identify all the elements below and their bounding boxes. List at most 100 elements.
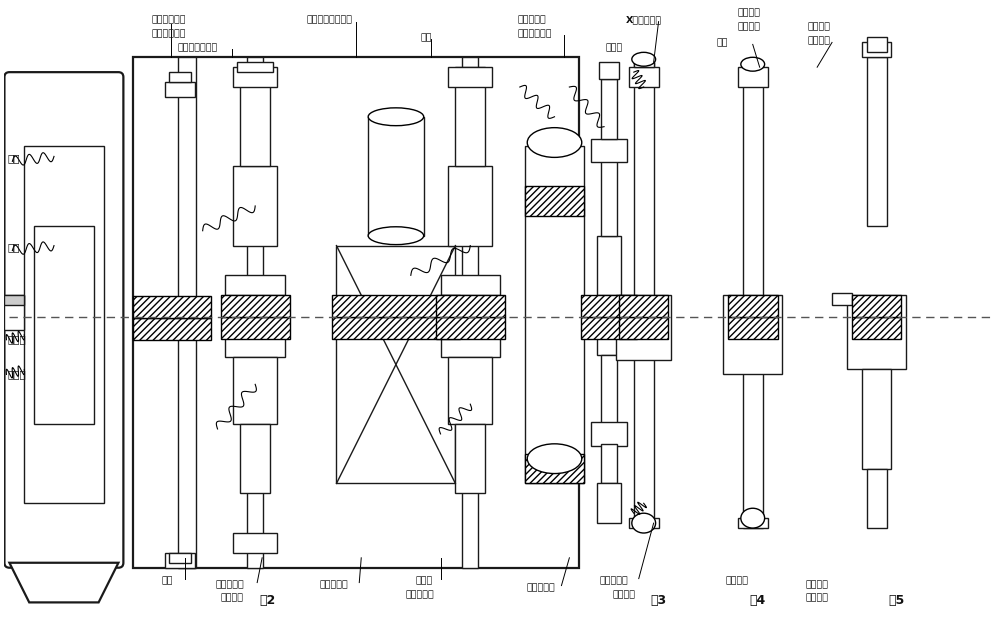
Text: 液压活塞: 液压活塞 bbox=[805, 580, 828, 589]
Bar bbox=[233, 357, 277, 424]
Bar bbox=[525, 146, 584, 484]
Ellipse shape bbox=[632, 52, 656, 66]
Bar bbox=[591, 422, 627, 446]
Bar bbox=[597, 295, 621, 354]
Bar bbox=[4, 295, 24, 330]
Text: 电机: 电机 bbox=[421, 33, 432, 42]
Bar bbox=[852, 295, 901, 317]
Bar bbox=[336, 246, 455, 484]
Ellipse shape bbox=[741, 508, 765, 528]
Bar bbox=[867, 58, 887, 226]
Text: 图3: 图3 bbox=[651, 594, 667, 607]
Bar bbox=[581, 317, 637, 339]
Text: 离合器组件: 离合器组件 bbox=[320, 580, 348, 589]
Bar bbox=[233, 533, 277, 553]
Bar bbox=[133, 58, 579, 568]
Text: 行星转传动输省轮: 行星转传动输省轮 bbox=[307, 15, 353, 24]
Text: 车轴: 车轴 bbox=[161, 576, 173, 585]
Text: 减速机组件: 减速机组件 bbox=[406, 590, 435, 599]
Bar bbox=[738, 68, 768, 87]
Bar bbox=[728, 317, 778, 339]
Bar bbox=[247, 58, 263, 568]
Bar bbox=[221, 317, 290, 339]
Bar bbox=[738, 518, 768, 528]
Bar bbox=[462, 58, 478, 568]
Bar bbox=[723, 295, 782, 374]
Bar bbox=[591, 139, 627, 162]
Text: 轮胎: 轮胎 bbox=[7, 153, 20, 163]
Ellipse shape bbox=[632, 513, 656, 533]
Bar bbox=[634, 62, 654, 528]
Text: 图2: 图2 bbox=[259, 594, 275, 607]
Bar bbox=[601, 156, 617, 236]
Bar bbox=[743, 62, 763, 528]
Ellipse shape bbox=[368, 108, 424, 126]
Bar bbox=[24, 146, 104, 503]
Bar bbox=[832, 293, 852, 305]
Bar bbox=[634, 62, 654, 68]
Polygon shape bbox=[9, 562, 118, 602]
Ellipse shape bbox=[527, 127, 582, 158]
Bar bbox=[629, 68, 659, 87]
Bar bbox=[165, 82, 195, 97]
Bar bbox=[233, 68, 277, 87]
Bar bbox=[332, 295, 460, 317]
Bar bbox=[4, 295, 24, 305]
Bar bbox=[178, 58, 196, 568]
Bar bbox=[619, 317, 668, 339]
Text: 支桌中心环: 支桌中心环 bbox=[599, 576, 628, 585]
Bar bbox=[867, 38, 887, 53]
Bar bbox=[332, 317, 460, 339]
Text: 选换盘: 选换盘 bbox=[605, 43, 622, 52]
Bar bbox=[441, 337, 500, 357]
Text: 行星轮: 行星轮 bbox=[416, 576, 433, 585]
Text: 变速器组件: 变速器组件 bbox=[216, 580, 244, 589]
Bar bbox=[34, 226, 94, 424]
Text: 车轮传动输查轮: 车轮传动输查轮 bbox=[178, 43, 218, 52]
Text: 缓冲迷折组件: 缓冲迷折组件 bbox=[518, 29, 552, 38]
Bar bbox=[448, 166, 492, 246]
Bar bbox=[619, 295, 668, 317]
Bar bbox=[599, 62, 619, 79]
Bar bbox=[436, 295, 505, 317]
Bar bbox=[581, 295, 637, 317]
Bar bbox=[455, 424, 485, 493]
Ellipse shape bbox=[368, 227, 424, 244]
Text: 图5: 图5 bbox=[888, 594, 905, 607]
Bar bbox=[240, 424, 270, 493]
Bar bbox=[133, 296, 211, 318]
Bar bbox=[525, 454, 584, 484]
Text: 水平方向: 水平方向 bbox=[807, 22, 830, 31]
Text: 直线齿轮: 直线齿轮 bbox=[738, 22, 761, 31]
Bar bbox=[225, 337, 285, 357]
Ellipse shape bbox=[741, 58, 765, 71]
Bar bbox=[221, 295, 290, 317]
Text: X形缓冲支架: X形缓冲支架 bbox=[626, 15, 662, 24]
Bar bbox=[240, 68, 270, 166]
Text: 拨轴: 拨轴 bbox=[716, 38, 728, 47]
Bar bbox=[233, 166, 277, 246]
Text: 侧向控杆: 侧向控杆 bbox=[613, 590, 636, 599]
Text: 图4: 图4 bbox=[750, 594, 766, 607]
Text: 车轴承置料轮: 车轴承置料轮 bbox=[151, 15, 186, 24]
Bar bbox=[436, 317, 505, 339]
Bar bbox=[455, 68, 485, 166]
Bar bbox=[597, 236, 621, 295]
Text: 制动装置: 制动装置 bbox=[221, 593, 244, 602]
Text: 轮器弄: 轮器弄 bbox=[7, 369, 26, 379]
Bar bbox=[169, 553, 191, 562]
Text: 端部轴承支座: 端部轴承支座 bbox=[151, 29, 186, 38]
Text: 进杆固定架: 进杆固定架 bbox=[527, 583, 556, 592]
Ellipse shape bbox=[527, 444, 582, 474]
Bar bbox=[448, 68, 492, 87]
Bar bbox=[862, 42, 891, 58]
Text: 滑槽支座: 滑槽支座 bbox=[805, 593, 828, 602]
Bar bbox=[862, 369, 891, 469]
FancyBboxPatch shape bbox=[4, 72, 123, 568]
Bar bbox=[448, 357, 492, 424]
Bar bbox=[133, 318, 211, 340]
Text: 流压阻尼幕: 流压阻尼幕 bbox=[518, 15, 547, 24]
Bar bbox=[616, 295, 671, 359]
Text: 垂直方向: 垂直方向 bbox=[738, 8, 761, 18]
Text: 滑槽轨道: 滑槽轨道 bbox=[726, 576, 749, 585]
